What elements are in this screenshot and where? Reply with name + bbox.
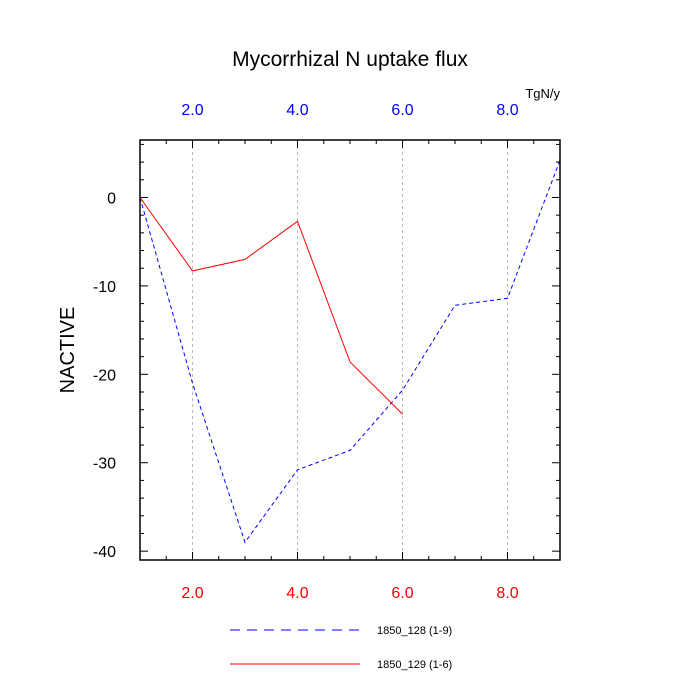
series-line <box>139 160 561 544</box>
series-line <box>139 197 403 415</box>
units-label: TgN/y <box>525 86 560 101</box>
gridlines <box>192 140 508 560</box>
bottom-x-tick-label: 6.0 <box>391 585 413 602</box>
bottom-x-tick-labels: 2.0 4.0 6.0 8.0 <box>181 585 518 602</box>
chart-title: Mycorrhizal N uptake flux <box>232 48 468 71</box>
y-axis-label: NACTIVE <box>57 307 79 394</box>
top-x-tick-label: 4.0 <box>286 102 308 119</box>
y-tick-label: -10 <box>93 279 116 296</box>
plot-frame <box>139 139 561 561</box>
y-tick-label: -40 <box>93 544 116 561</box>
legend-label: 1850_128 (1-9) <box>377 625 452 637</box>
legend-label: 1850_129 (1-6) <box>377 659 452 671</box>
top-x-tick-label: 6.0 <box>391 102 413 119</box>
axis-ticks <box>139 140 561 560</box>
bottom-x-tick-label: 4.0 <box>286 585 308 602</box>
y-tick-labels: 0 -10 -20 -30 -40 <box>93 190 116 561</box>
series-layer <box>139 160 561 544</box>
legend: 1850_128 (1-9) 1850_129 (1-6) <box>230 625 452 671</box>
top-x-tick-label: 8.0 <box>496 102 518 119</box>
top-x-tick-label: 2.0 <box>181 102 203 119</box>
bottom-x-tick-label: 2.0 <box>181 585 203 602</box>
y-tick-label: -20 <box>93 367 116 384</box>
y-tick-label: 0 <box>107 190 116 207</box>
top-x-tick-labels: 2.0 4.0 6.0 8.0 <box>181 102 518 119</box>
y-tick-label: -30 <box>93 456 116 473</box>
bottom-x-tick-label: 8.0 <box>496 585 518 602</box>
